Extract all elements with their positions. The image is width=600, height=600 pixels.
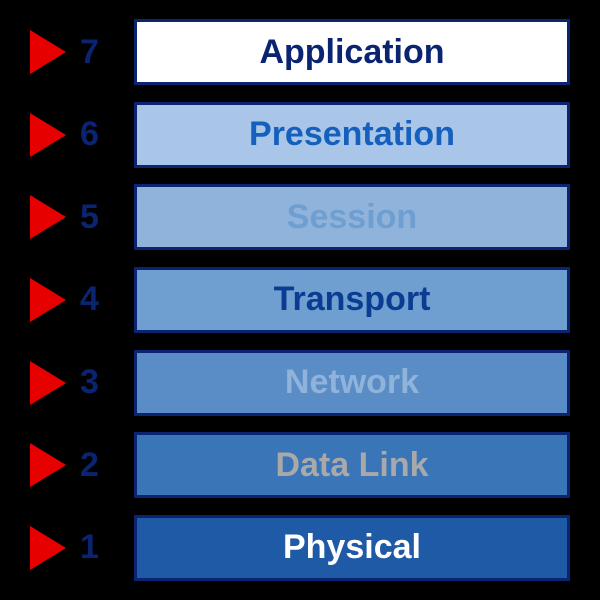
layer-box-transport: Transport	[134, 267, 570, 333]
layer-row-7: 7 Application	[30, 18, 570, 86]
layer-box-datalink: Data Link	[134, 432, 570, 498]
layer-number: 2	[80, 446, 116, 485]
layer-row-5: 5 Session	[30, 183, 570, 251]
arrow-icon	[30, 195, 66, 239]
layer-row-3: 3 Network	[30, 349, 570, 417]
layer-row-1: 1 Physical	[30, 514, 570, 582]
layer-box-presentation: Presentation	[134, 102, 570, 168]
layer-row-6: 6 Presentation	[30, 101, 570, 169]
layer-box-application: Application	[134, 19, 570, 85]
layer-number: 6	[80, 115, 116, 154]
arrow-icon	[30, 30, 66, 74]
arrow-icon	[30, 278, 66, 322]
layer-number: 5	[80, 198, 116, 237]
layer-box-physical: Physical	[134, 515, 570, 581]
layer-box-session: Session	[134, 184, 570, 250]
arrow-icon	[30, 361, 66, 405]
layer-number: 4	[80, 280, 116, 319]
arrow-icon	[30, 526, 66, 570]
layer-number: 1	[80, 528, 116, 567]
layer-number: 7	[80, 33, 116, 72]
arrow-icon	[30, 113, 66, 157]
layer-row-4: 4 Transport	[30, 266, 570, 334]
layer-number: 3	[80, 363, 116, 402]
layer-box-network: Network	[134, 350, 570, 416]
layer-row-2: 2 Data Link	[30, 431, 570, 499]
arrow-icon	[30, 443, 66, 487]
